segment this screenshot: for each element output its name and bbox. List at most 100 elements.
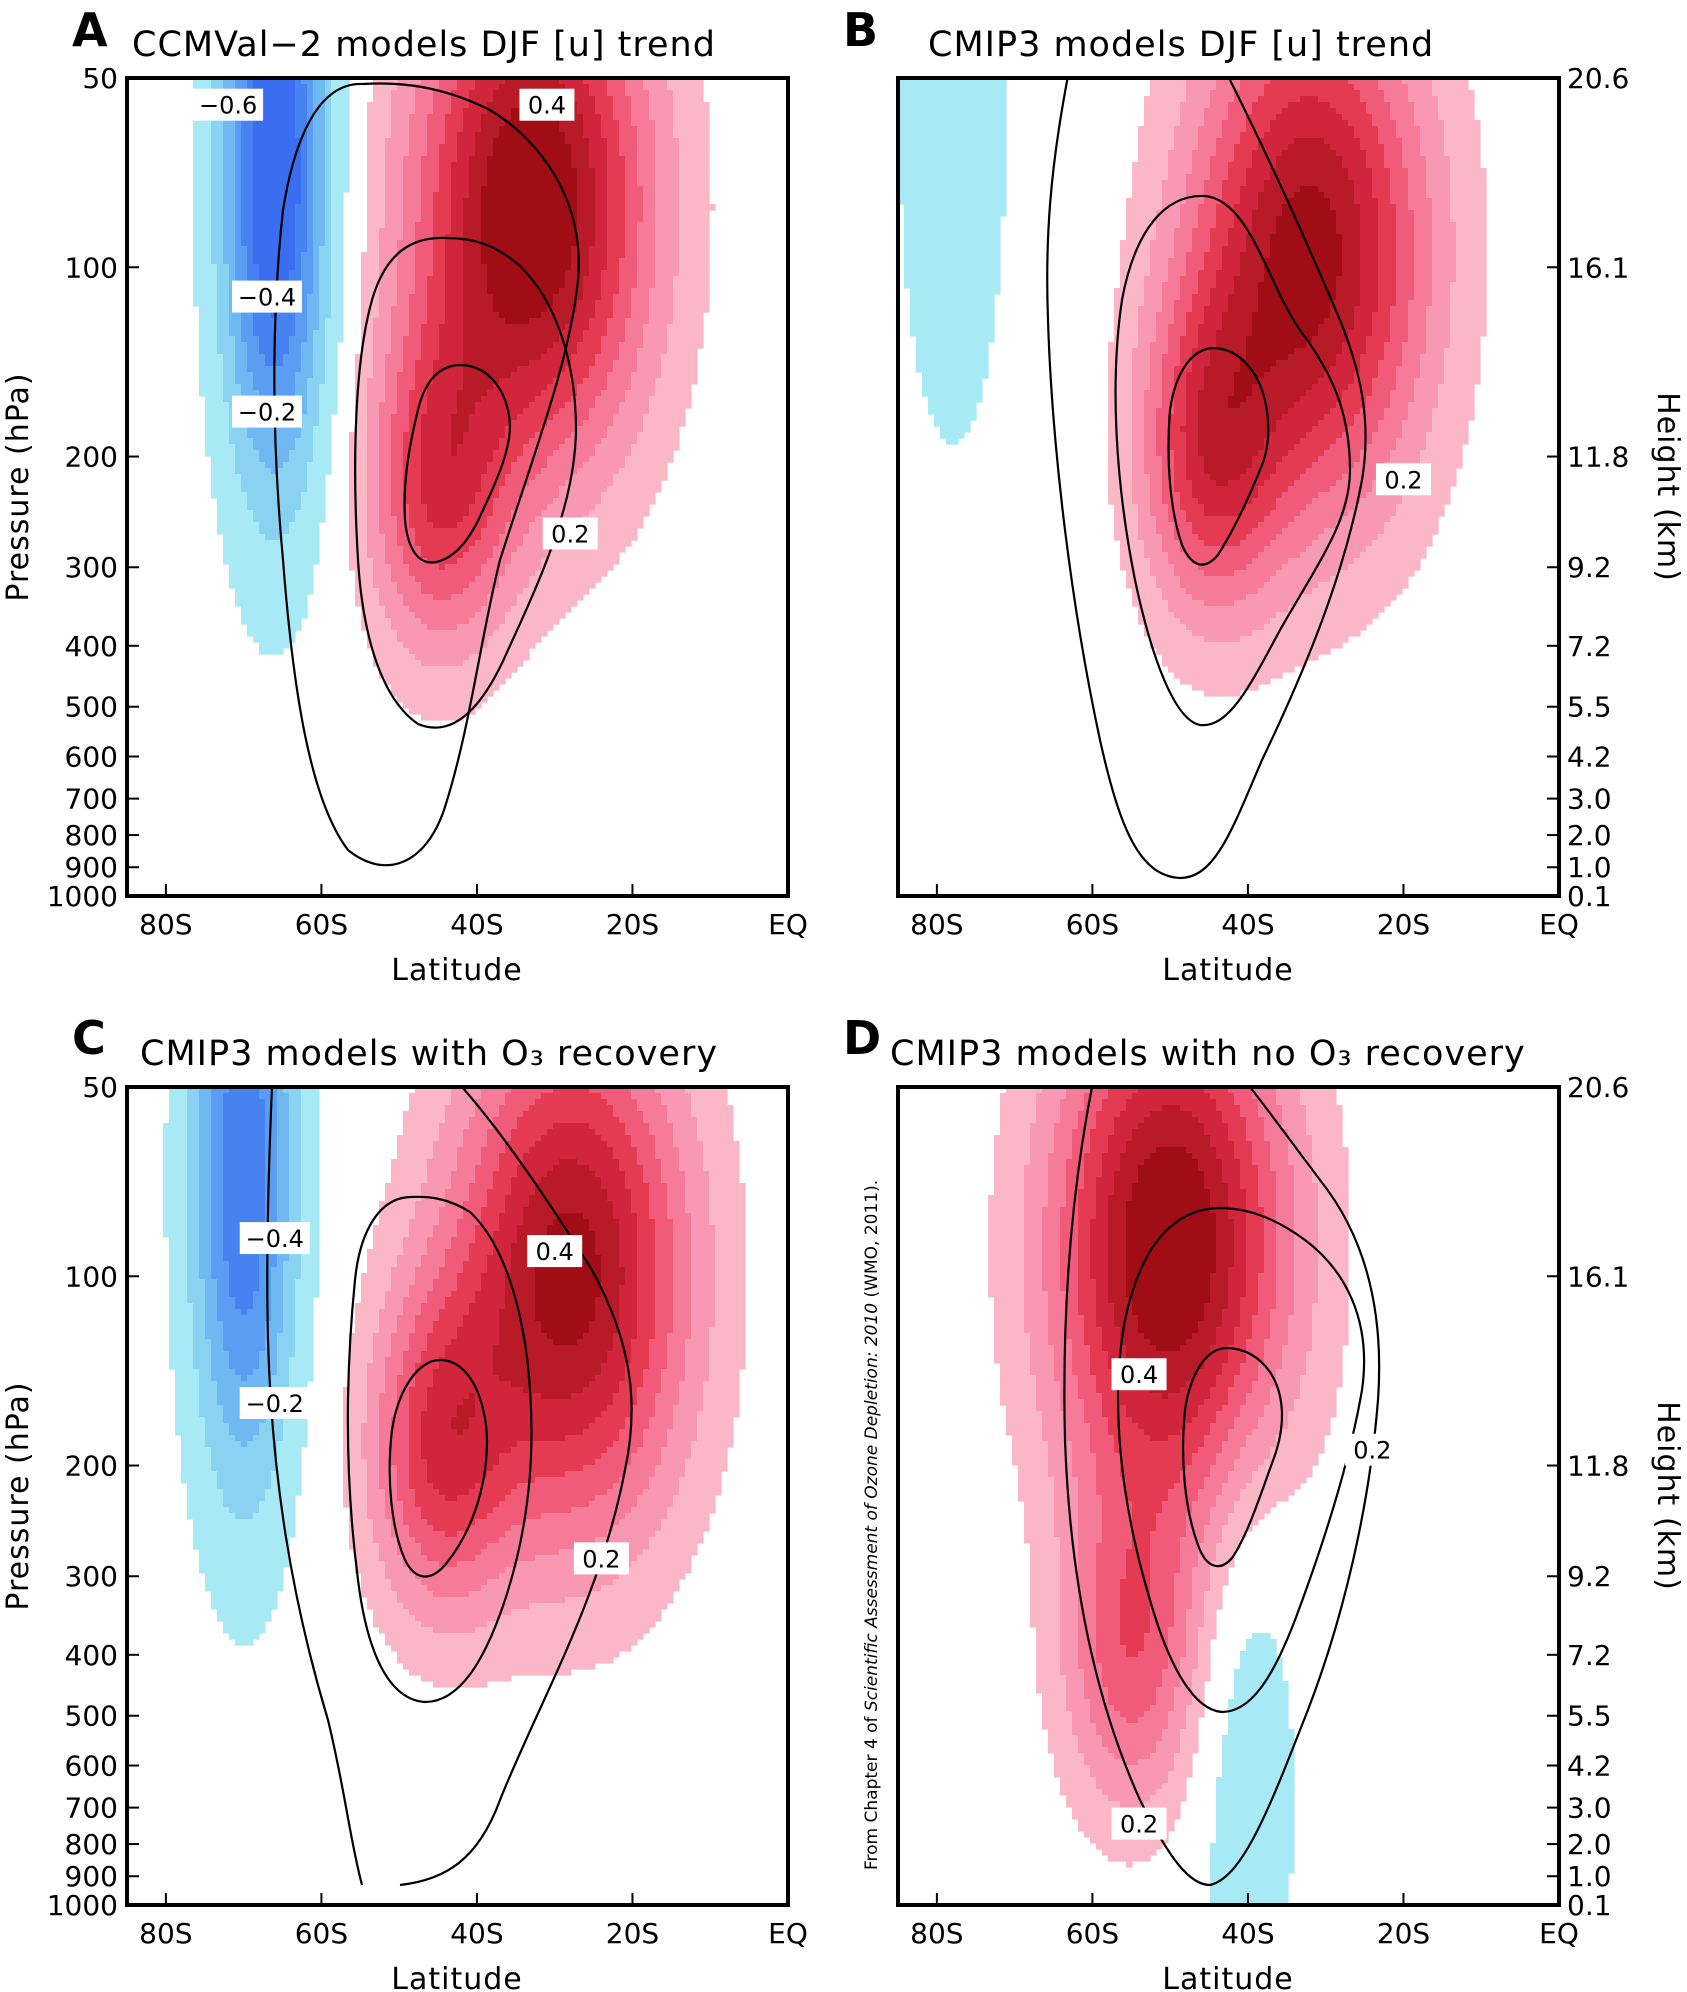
- panel-a-field-cell: [535, 120, 542, 127]
- panel-a-field-cell: [325, 312, 332, 319]
- panel-a-field-cell: [253, 156, 260, 163]
- panel-a-field-cell: [571, 414, 578, 421]
- panel-a-field-cell: [457, 252, 464, 259]
- panel-a-field-cell: [295, 240, 302, 247]
- panel-a-field-cell: [445, 180, 452, 187]
- panel-a-field-cell: [397, 330, 404, 337]
- panel-a-field-cell: [361, 372, 368, 379]
- panel-a-field-cell: [517, 396, 524, 403]
- panel-a-field-cell: [379, 102, 386, 109]
- panel-a-field-cell: [403, 282, 410, 289]
- panel-a-field-cell: [427, 342, 434, 349]
- panel-a-field-cell: [451, 300, 458, 307]
- panel-a-field-cell: [289, 96, 296, 103]
- panel-a-field-cell: [685, 210, 692, 217]
- panel-a-field-cell: [439, 180, 446, 187]
- panel-a-field-cell: [259, 210, 266, 217]
- panel-a-field-cell: [487, 180, 494, 187]
- panel-a-field-cell: [379, 426, 386, 433]
- panel-a-field-cell: [673, 258, 680, 265]
- panel-a-field-cell: [373, 414, 380, 421]
- panel-a-field-cell: [535, 276, 542, 283]
- panel-a-field-cell: [631, 138, 638, 145]
- panel-a-field-cell: [643, 372, 650, 379]
- panel-a-field-cell: [649, 408, 656, 415]
- panel-a-field-cell: [277, 174, 284, 181]
- panel-a-field-cell: [529, 336, 536, 343]
- panel-a-field-cell: [391, 432, 398, 439]
- panel-a-field-cell: [607, 108, 614, 115]
- panel-a-field-cell: [541, 372, 548, 379]
- panel-a-field-cell: [625, 396, 632, 403]
- panel-a-field-cell: [451, 354, 458, 361]
- panel-a-field-cell: [637, 330, 644, 337]
- panel-a-field-cell: [583, 336, 590, 343]
- panel-a-field-cell: [529, 126, 536, 133]
- panel-a-field-cell: [271, 222, 278, 229]
- panel-a-field-cell: [577, 96, 584, 103]
- panel-a-field-cell: [313, 246, 320, 253]
- panel-a-field-cell: [613, 192, 620, 199]
- panel-a-field-cell: [577, 348, 584, 355]
- panel-a-field-cell: [259, 354, 266, 361]
- panel-a-field-cell: [601, 138, 608, 145]
- panel-a-field-cell: [571, 174, 578, 181]
- panel-a-field-cell: [637, 378, 644, 385]
- panel-a-field-cell: [541, 300, 548, 307]
- panel-a-field-cell: [325, 408, 332, 415]
- panel-a-field-cell: [385, 438, 392, 445]
- panel-a-field-cell: [691, 78, 698, 85]
- panel-a-field-cell: [631, 180, 638, 187]
- panel-a-field-cell: [655, 282, 662, 289]
- panel-a-field-cell: [529, 204, 536, 211]
- panel-a-field-cell: [619, 420, 626, 427]
- panel-a-field-cell: [463, 342, 470, 349]
- panel-a-field-cell: [265, 264, 272, 271]
- panel-a-field-cell: [433, 96, 440, 103]
- panel-a-field-cell: [541, 276, 548, 283]
- panel-a-field-cell: [403, 84, 410, 91]
- panel-a-field-cell: [307, 276, 314, 283]
- panel-a-field-cell: [667, 210, 674, 217]
- panel-a-field-cell: [487, 168, 494, 175]
- panel-a-field-cell: [463, 426, 470, 433]
- panel-a-field-cell: [283, 258, 290, 265]
- panel-a-field-cell: [289, 126, 296, 133]
- panel-a-field-cell: [679, 222, 686, 229]
- panel-a-field-cell: [475, 258, 482, 265]
- panel-a-field-cell: [427, 138, 434, 145]
- panel-a-field-cell: [481, 126, 488, 133]
- panel-a-field-cell: [385, 102, 392, 109]
- panel-a-field-cell: [247, 330, 254, 337]
- panel-a-field-cell: [421, 300, 428, 307]
- panel-a-field-cell: [445, 258, 452, 265]
- panel-a-field-cell: [451, 318, 458, 325]
- panel-a-field-cell: [625, 324, 632, 331]
- panel-a-field-cell: [499, 180, 506, 187]
- panel-a-field-cell: [379, 84, 386, 91]
- panel-a-field-cell: [607, 144, 614, 151]
- panel-a-field-cell: [427, 240, 434, 247]
- panel-a-field-cell: [325, 120, 332, 127]
- panel-a-field-cell: [433, 354, 440, 361]
- panel-a-field-cell: [229, 336, 236, 343]
- panel-a-field-cell: [475, 90, 482, 97]
- panel-a-field-cell: [409, 282, 416, 289]
- panel-a-field-cell: [301, 228, 308, 235]
- panel-a-field-cell: [241, 132, 248, 139]
- panel-a-field-cell: [439, 192, 446, 199]
- panel-a-field-cell: [373, 312, 380, 319]
- panel-a-field-cell: [211, 210, 218, 217]
- panel-a-field-cell: [223, 312, 230, 319]
- panel-a-field-cell: [307, 336, 314, 343]
- panel-a-field-cell: [295, 348, 302, 355]
- panel-a-field-cell: [391, 192, 398, 199]
- panel-a-field-cell: [265, 348, 272, 355]
- panel-a-field-cell: [685, 234, 692, 241]
- panel-a-field-cell: [679, 108, 686, 115]
- panel-a-field-cell: [643, 204, 650, 211]
- panel-a-field-cell: [199, 204, 206, 211]
- panel-a-field-cell: [457, 444, 464, 451]
- panel-a-field-cell: [469, 426, 476, 433]
- panel-a-field-cell: [427, 282, 434, 289]
